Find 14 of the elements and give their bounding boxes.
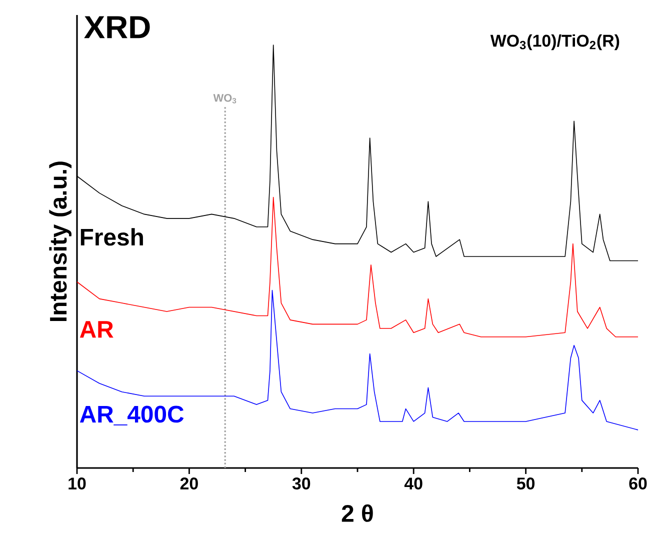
series-label: AR_400C (80, 406, 184, 426)
x-tick-label: 20 (180, 478, 198, 490)
x-tick-label: 40 (404, 478, 422, 490)
x-tick-label: 30 (292, 478, 310, 490)
series-label: AR (80, 321, 114, 338)
chart-subtitle: WO$_{3}$(10)/TiO$_{2}$(R) (490, 34, 620, 50)
x-tick-label: 50 (516, 478, 535, 490)
x-tick-label: 60 (629, 478, 647, 490)
chart-title: XRD (84, 16, 150, 38)
series-label: Fresh (80, 228, 143, 246)
ref-line-label: WO$_{3}$ (213, 94, 236, 104)
y-axis-title: Intensity (a.u.) (49, 162, 72, 321)
x-tick-label: 10 (68, 478, 86, 490)
x-axis-title: 2 θ (342, 504, 373, 522)
